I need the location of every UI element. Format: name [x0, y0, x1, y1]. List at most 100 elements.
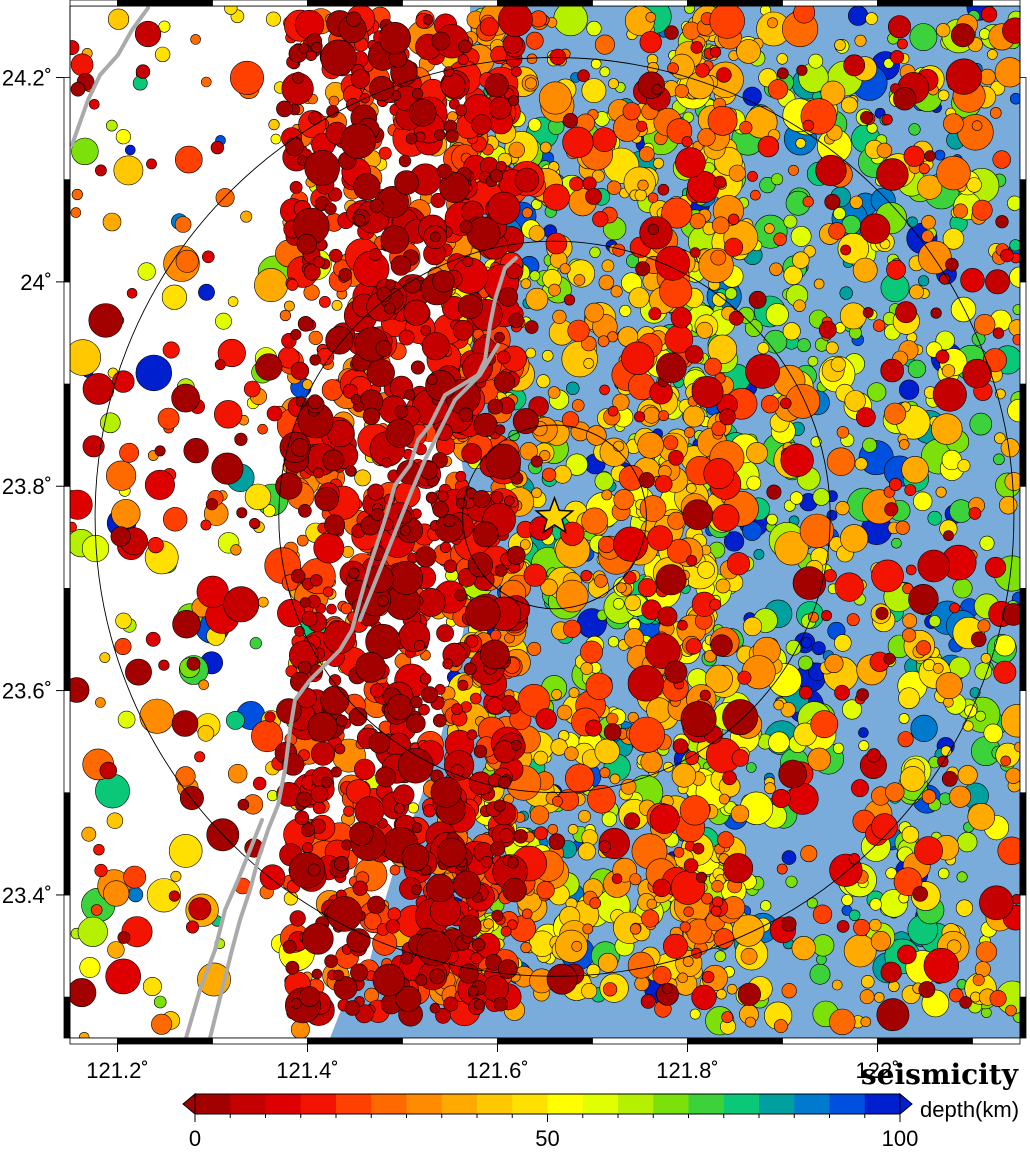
earthquake-marker [994, 634, 1016, 657]
earthquake-marker [332, 969, 345, 982]
earthquake-marker [711, 879, 724, 893]
earthquake-marker [723, 853, 754, 884]
earthquake-marker [303, 263, 321, 281]
fault-line-east-branch [358, 343, 500, 622]
earthquake-marker [716, 67, 732, 83]
earthquake-marker [403, 299, 430, 326]
earthquake-marker [353, 213, 366, 227]
earthquake-marker [987, 49, 998, 60]
earthquake-marker [311, 968, 323, 980]
earthquake-marker [685, 482, 697, 494]
earthquake-marker [538, 81, 572, 115]
earthquake-marker [490, 491, 504, 504]
earthquake-marker [993, 660, 1017, 684]
earthquake-marker [355, 652, 387, 683]
earthquake-marker [875, 606, 889, 620]
earthquake-marker [655, 352, 687, 384]
earthquake-marker [833, 207, 846, 220]
earthquake-marker [898, 379, 920, 400]
earthquake-marker [330, 766, 342, 778]
earthquake-marker [776, 863, 788, 875]
earthquake-marker [683, 906, 695, 918]
earthquake-marker [114, 637, 132, 655]
earthquake-marker [564, 763, 595, 793]
earthquake-marker [745, 353, 781, 389]
earthquake-marker [977, 619, 991, 633]
earthquake-marker [619, 304, 632, 317]
earthquake-marker [647, 192, 659, 204]
earthquake-marker [731, 749, 750, 767]
earthquake-marker [548, 283, 561, 297]
earthquake-marker [586, 20, 602, 37]
frame-bar-segment [63, 588, 71, 691]
earthquake-marker [765, 303, 789, 327]
earthquake-marker [301, 610, 318, 627]
earthquake-marker [99, 761, 118, 780]
earthquake-marker [675, 147, 706, 178]
earthquake-marker [841, 894, 854, 906]
frame-bar-segment [402, 0, 498, 7]
earthquake-marker [691, 376, 724, 408]
earthquake-marker [949, 785, 972, 808]
earthquake-marker [975, 710, 986, 722]
earthquake-marker [346, 11, 362, 27]
earthquake-marker [792, 251, 810, 269]
earthquake-marker [259, 864, 286, 891]
earthquake-marker [350, 393, 362, 405]
earthquake-marker [1000, 755, 1012, 767]
earthquake-marker [310, 574, 323, 587]
earthquake-marker [443, 559, 458, 573]
earthquake-marker [215, 312, 232, 330]
earthquake-marker [876, 998, 910, 1032]
earthquake-marker [436, 163, 452, 179]
earthquake-marker [884, 502, 899, 517]
earthquake-marker [473, 744, 488, 759]
earthquake-marker [225, 711, 245, 730]
earthquake-marker [915, 640, 932, 656]
colorbar-segment [618, 1094, 654, 1114]
earthquake-marker [810, 710, 839, 739]
earthquake-marker [799, 513, 835, 549]
earthquake-marker [154, 445, 166, 457]
earthquake-marker [437, 837, 467, 868]
earthquake-marker [188, 897, 212, 921]
earthquake-marker [472, 521, 499, 548]
earthquake-marker [839, 286, 853, 300]
earthquake-marker [612, 597, 625, 610]
earthquake-marker [766, 513, 778, 526]
earthquake-marker [995, 215, 1009, 229]
earthquake-marker [901, 825, 920, 844]
earthquake-marker [95, 164, 107, 177]
earthquake-marker [430, 776, 462, 808]
earthquake-marker [809, 963, 831, 985]
earthquake-marker [562, 126, 594, 158]
earthquake-marker [569, 176, 584, 192]
earthquake-marker [553, 465, 572, 484]
earthquake-marker [663, 435, 679, 451]
earthquake-marker [581, 507, 609, 535]
earthquake-marker [340, 123, 377, 159]
earthquake-marker [723, 531, 745, 552]
earthquake-marker [740, 947, 758, 965]
frame-bar-segment [1019, 690, 1027, 794]
x-tick-label: 121.8˚ [656, 1058, 718, 1083]
earthquake-marker [324, 202, 337, 215]
earthquake-marker [276, 100, 293, 118]
depth-colorbar: 0 50 100 [182, 1092, 918, 1151]
earthquake-marker [610, 285, 623, 298]
earthquake-marker [956, 871, 968, 883]
earthquake-marker [465, 635, 479, 648]
earthquake-marker [587, 784, 616, 814]
earthquake-marker [298, 43, 310, 54]
earthquake-marker [452, 319, 474, 341]
earthquake-marker [753, 549, 765, 560]
earthquake-marker [443, 66, 455, 77]
earthquake-marker [898, 713, 910, 724]
earthquake-marker [387, 907, 401, 921]
earthquake-marker [728, 310, 744, 326]
earthquake-marker [525, 287, 549, 311]
earthquake-marker [771, 788, 791, 808]
earthquake-marker [712, 896, 724, 908]
earthquake-marker [183, 438, 209, 464]
